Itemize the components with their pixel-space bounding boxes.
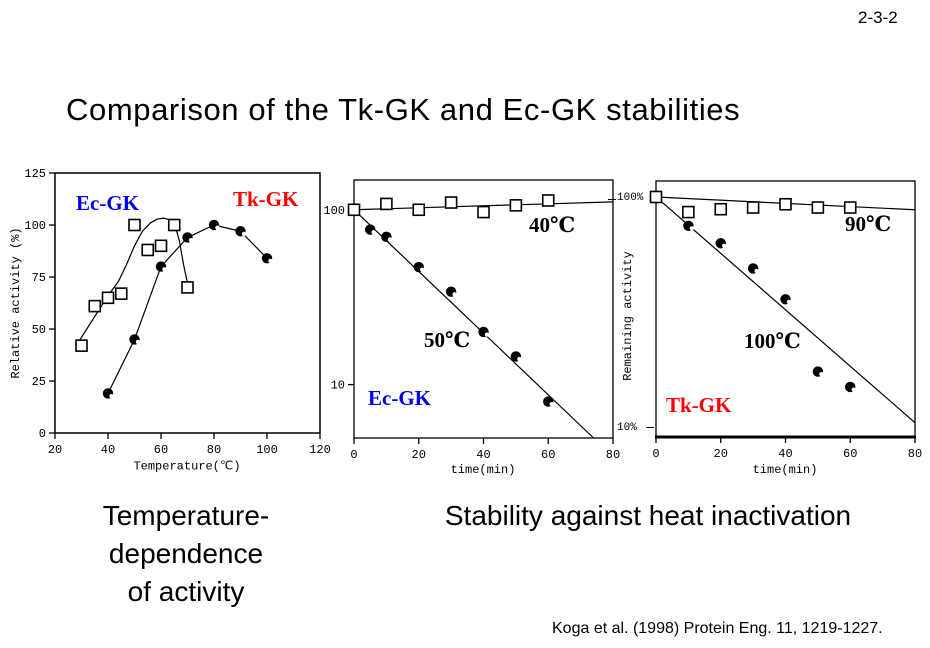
temperature-axis-label: Temperature(℃)	[133, 459, 241, 474]
y-tick-label: 75	[32, 271, 46, 285]
data-point-circle-highlight	[484, 332, 489, 337]
data-point-square	[101, 291, 115, 305]
x-tick-label: 60	[843, 447, 857, 461]
data-point-circle-highlight	[162, 267, 167, 272]
citation-reference: Koga et al. (1998) Protein Eng. 11, 1219…	[552, 620, 883, 637]
left-caption-line2: dependence	[108, 538, 264, 569]
data-point-circle-highlight	[452, 292, 457, 297]
data-point-square	[380, 197, 393, 211]
data-point-square	[811, 201, 825, 214]
x-tick-label: 80	[207, 443, 221, 457]
y-tick-label: 100	[24, 219, 46, 233]
data-point-square	[843, 201, 857, 214]
data-point-circle-highlight	[549, 402, 554, 407]
data-point-square	[779, 197, 792, 211]
data-point-circle-highlight	[188, 237, 193, 243]
data-point-square	[75, 339, 88, 352]
slide-title: Comparison of the Tk-GK and Ec-GK stabil…	[66, 92, 741, 127]
remaining-10pct-label: 10%	[617, 422, 637, 434]
left-caption-line3: of activity	[127, 576, 245, 607]
data-point-square	[347, 203, 361, 217]
data-point-square	[141, 243, 155, 257]
data-point-square	[181, 281, 194, 294]
x-tick-label: 0	[652, 447, 659, 461]
x-tick-label: 80	[606, 448, 620, 462]
remaining-100pct-label: 100%	[617, 192, 644, 204]
tk-gk-series-label-right-chart: Tk-GK	[666, 393, 732, 417]
fit-line	[655, 196, 916, 424]
data-point-circle-highlight	[722, 243, 727, 248]
data-point-square	[444, 196, 458, 209]
y-tick-label: 10	[331, 379, 345, 393]
data-point-square	[509, 199, 523, 212]
x-tick-label: 60	[154, 443, 168, 457]
fit-line	[77, 217, 190, 344]
left-chart-caption: Temperature- dependence of activity	[56, 497, 316, 611]
data-point-circle-highlight	[215, 225, 220, 230]
data-point-circle-highlight	[754, 268, 759, 274]
data-point-circle-highlight	[786, 299, 792, 304]
data-point-square	[477, 205, 490, 219]
data-point-square	[167, 218, 181, 232]
time-axis-label-middle: time(min)	[450, 463, 516, 477]
data-point-square	[114, 287, 128, 300]
time-axis-label-right: time(min)	[752, 463, 818, 477]
relative-activity-axis-label: Relative activity (%)	[9, 227, 23, 379]
remaining-10pct-tick	[646, 427, 654, 428]
page-number: 2-3-2	[858, 8, 898, 27]
data-point-circle-highlight	[387, 237, 392, 242]
x-tick-label: 80	[908, 447, 922, 461]
y-tick-label: 25	[32, 375, 46, 389]
data-point-square	[154, 239, 168, 253]
temp-50c-label: 50℃	[424, 328, 471, 352]
right-charts-caption: Stability against heat inactivation	[444, 500, 852, 531]
ec-gk-series-label-middle-chart: Ec-GK	[368, 386, 431, 410]
data-point-square	[541, 194, 555, 207]
plot-box	[54, 172, 321, 434]
x-tick-label: 40	[476, 448, 490, 462]
data-point-circle-highlight	[420, 267, 425, 272]
data-point-square	[746, 201, 760, 214]
fit-line	[107, 224, 268, 394]
fit-line	[353, 209, 594, 439]
temp-100c-label: 100℃	[744, 329, 801, 353]
y-tick-label: 125	[24, 167, 46, 181]
x-tick-label: 0	[350, 448, 357, 462]
x-tick-label: 100	[256, 443, 278, 457]
x-tick-label: 60	[541, 448, 555, 462]
x-tick-label: 40	[101, 443, 115, 457]
x-tick-label: 120	[309, 443, 331, 457]
data-point-circle-highlight	[819, 372, 824, 377]
data-point-square	[649, 190, 663, 204]
tk-gk-series-label-left-chart: Tk-GK	[233, 187, 299, 211]
data-point-circle-highlight	[241, 231, 246, 236]
x-tick-label: 20	[48, 443, 62, 457]
y-tick-label: 0	[39, 427, 46, 441]
data-point-circle-highlight	[268, 258, 273, 263]
data-point-circle-highlight	[851, 387, 856, 392]
left-caption-line1: Temperature-	[102, 500, 270, 531]
data-point-circle-highlight	[371, 230, 376, 235]
data-point-circle-highlight	[135, 339, 140, 345]
x-tick-label: 20	[714, 447, 728, 461]
temp-40c-label: 40℃	[529, 213, 576, 237]
remaining-100pct-tick	[608, 199, 616, 200]
temp-90c-label: 90℃	[845, 212, 892, 236]
x-tick-label: 40	[778, 447, 792, 461]
x-tick-label: 20	[412, 448, 426, 462]
data-point-square	[412, 203, 426, 217]
data-point-circle-highlight	[109, 393, 114, 399]
remaining-activity-axis-label: Remaining activity	[621, 251, 635, 381]
data-point-circle-highlight	[689, 226, 694, 231]
y-tick-label: 100	[323, 204, 345, 218]
data-point-circle-highlight	[517, 356, 522, 362]
data-point-square	[682, 205, 695, 219]
data-point-square	[128, 218, 141, 232]
data-point-square	[88, 299, 102, 313]
y-tick-label: 50	[32, 323, 46, 337]
ec-gk-series-label-left-chart: Ec-GK	[76, 191, 139, 215]
data-point-square	[714, 202, 728, 216]
